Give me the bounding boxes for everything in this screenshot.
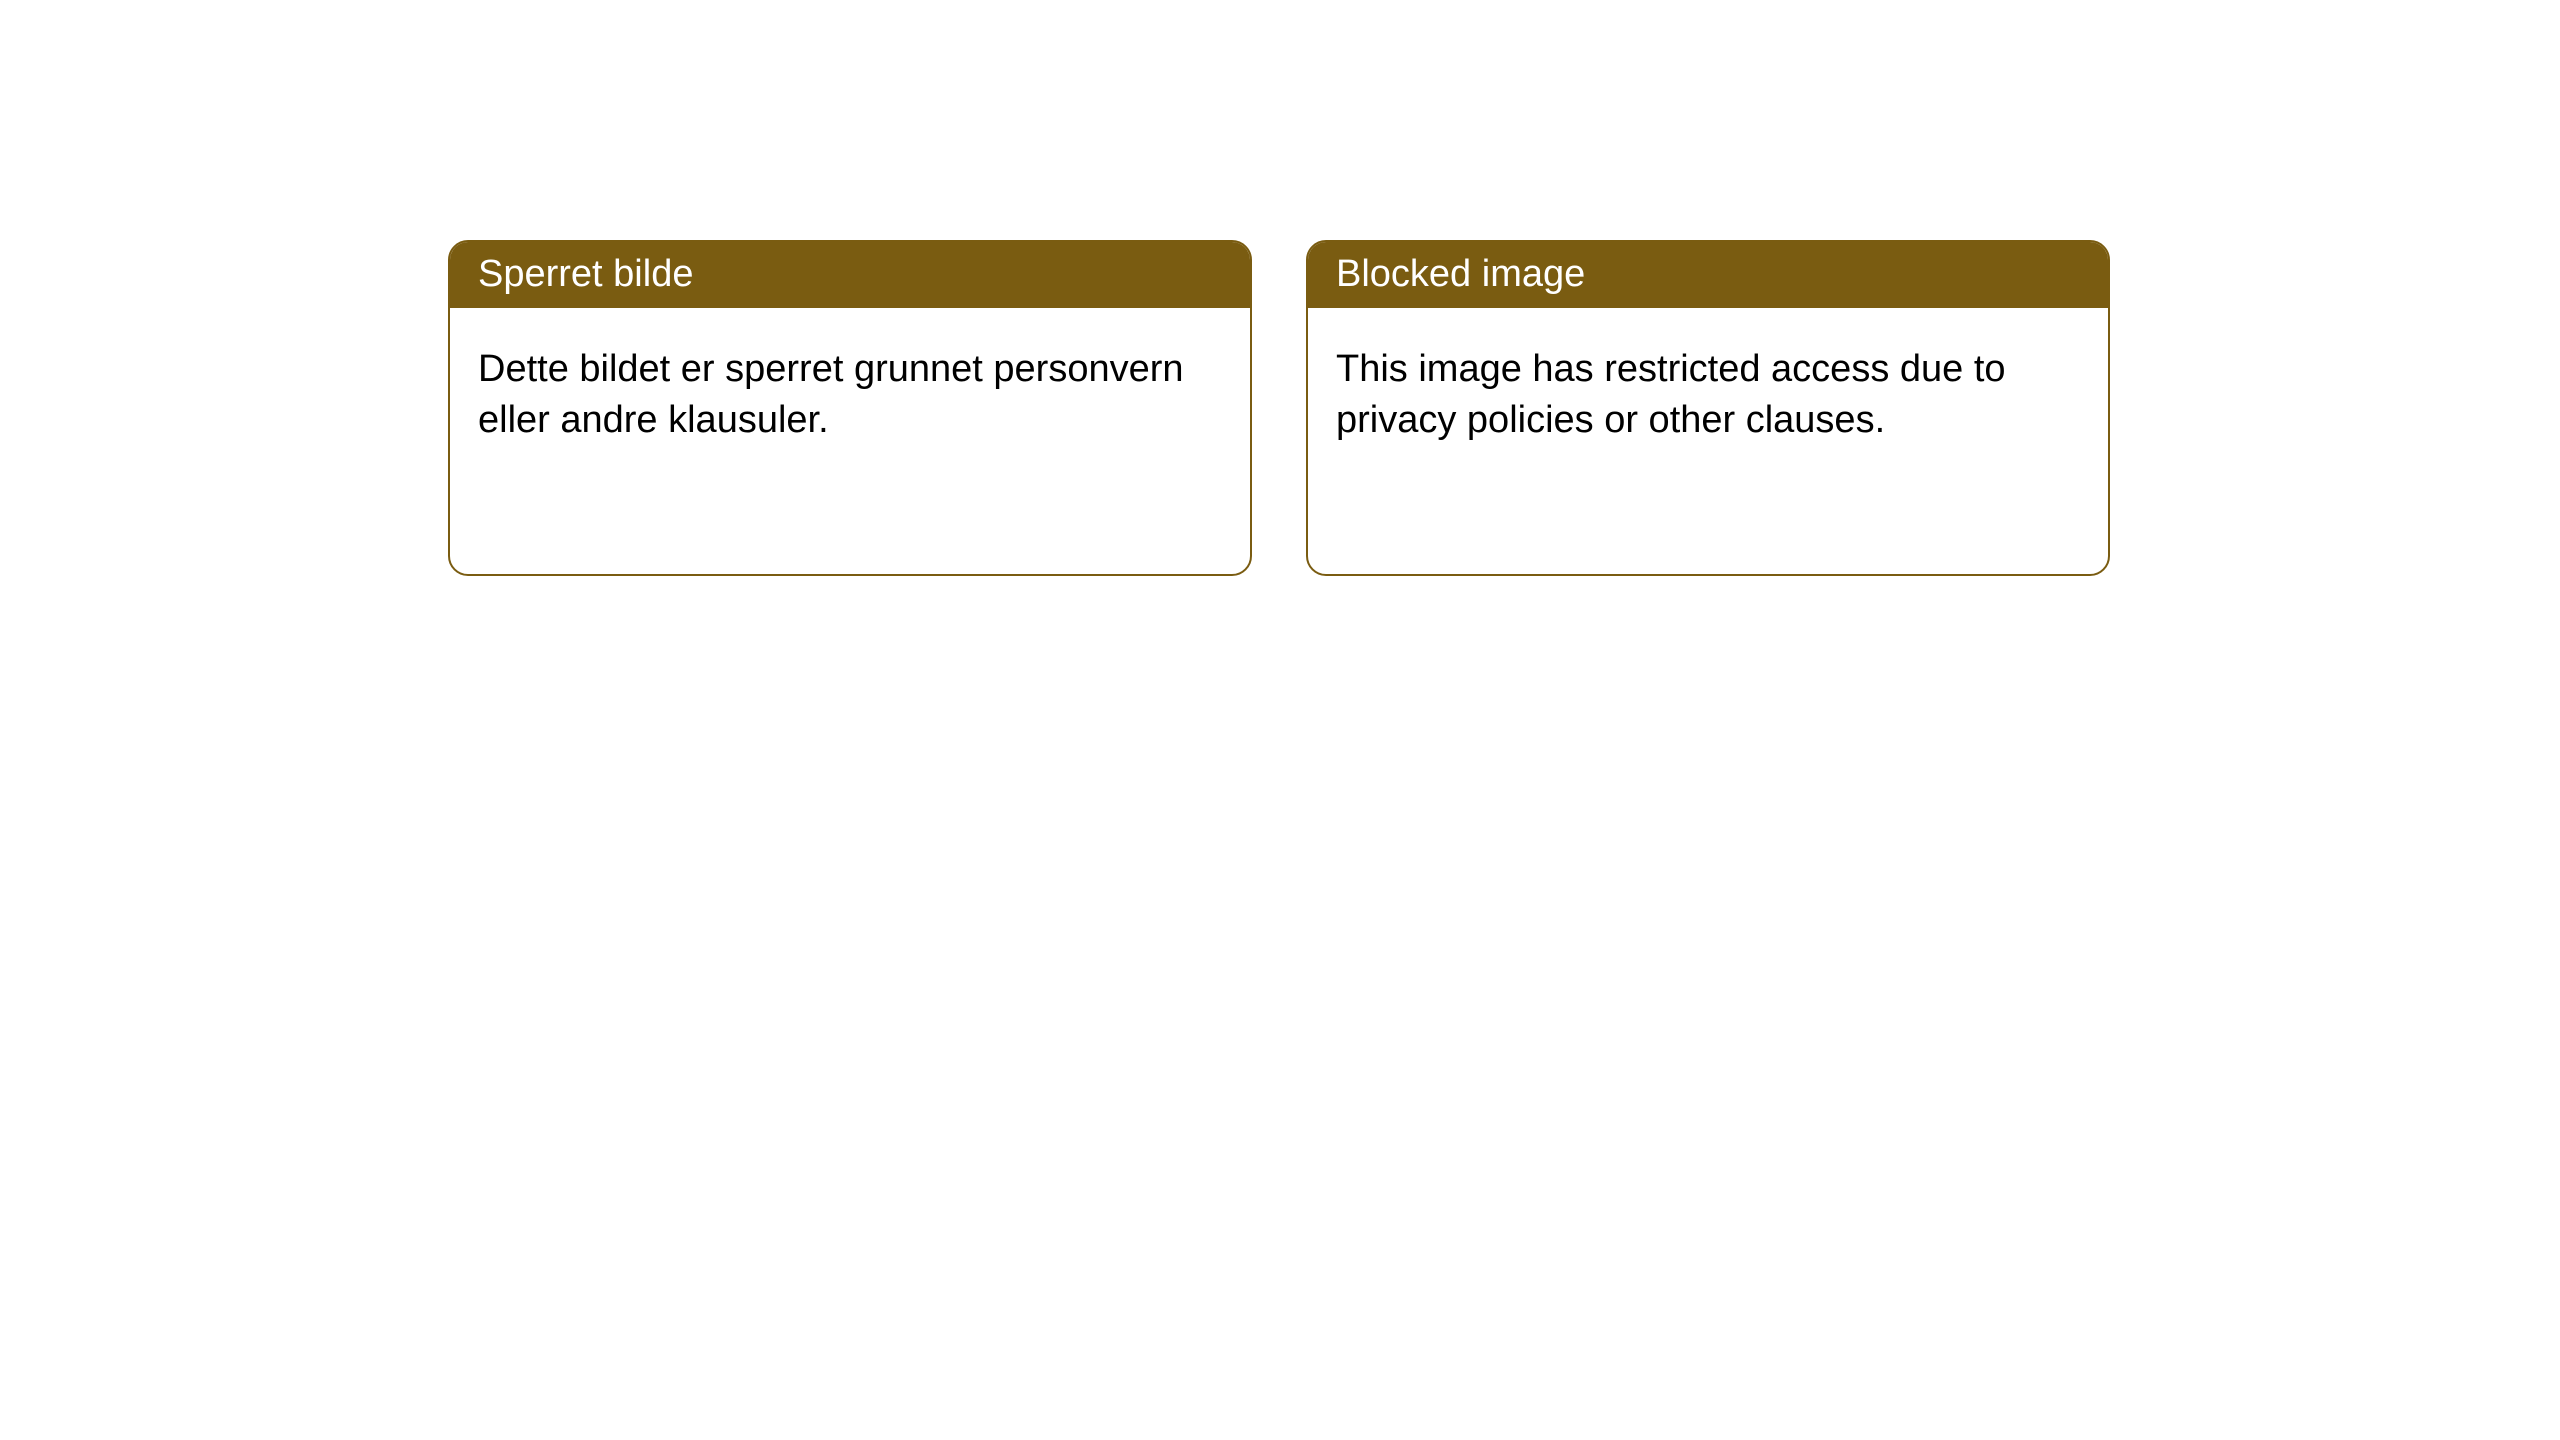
notice-header: Blocked image bbox=[1308, 242, 2108, 308]
notice-container: Sperret bilde Dette bildet er sperret gr… bbox=[0, 0, 2560, 576]
notice-header: Sperret bilde bbox=[450, 242, 1250, 308]
notice-box-norwegian: Sperret bilde Dette bildet er sperret gr… bbox=[448, 240, 1252, 576]
notice-body: This image has restricted access due to … bbox=[1308, 308, 2108, 483]
notice-body: Dette bildet er sperret grunnet personve… bbox=[450, 308, 1250, 483]
notice-box-english: Blocked image This image has restricted … bbox=[1306, 240, 2110, 576]
